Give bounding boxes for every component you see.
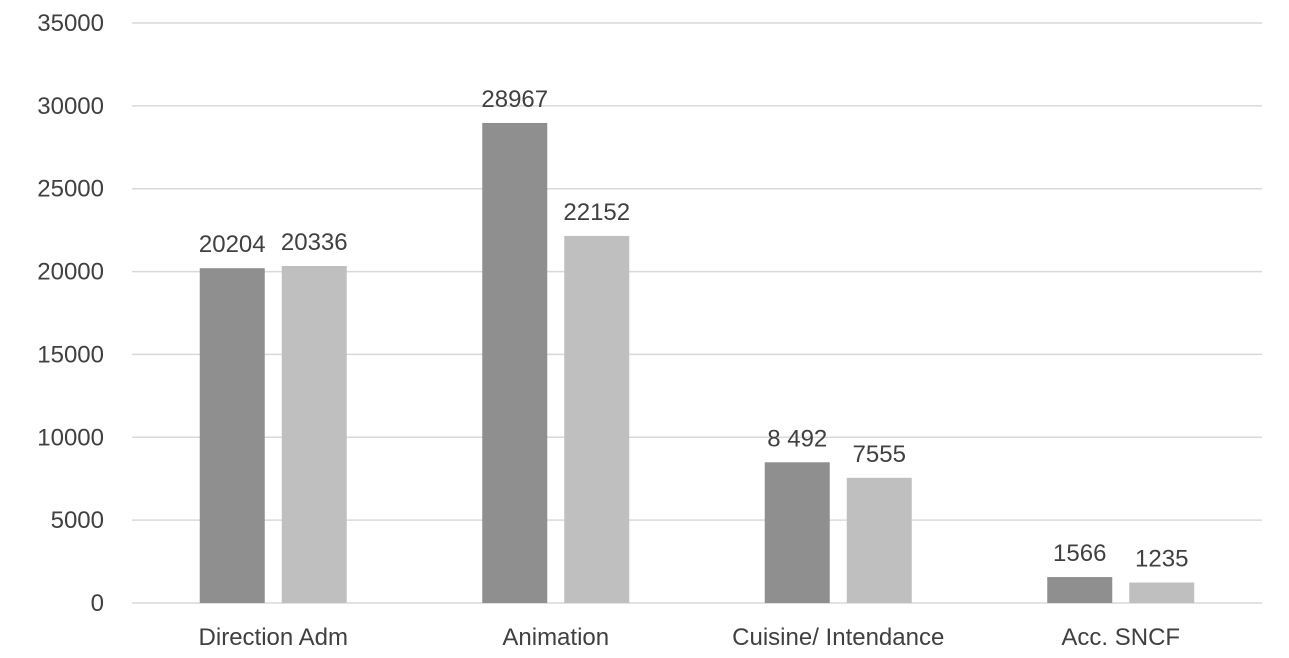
y-tick-label: 30000	[37, 93, 104, 120]
bar	[1129, 582, 1195, 603]
bar	[764, 462, 830, 603]
x-category-label: Animation	[502, 624, 609, 651]
data-labels: 20204 20336 28967 22152 8 492 7555 1566 1235	[199, 86, 1189, 573]
bar	[564, 235, 630, 603]
y-tick-label: 0	[91, 590, 104, 617]
x-category-label: Cuisine/ Intendance	[732, 624, 944, 651]
data-label: 1235	[1135, 546, 1188, 573]
y-tick-label: 10000	[37, 424, 104, 451]
data-label: 28967	[481, 86, 548, 113]
x-category-label: Acc. SNCF	[1061, 624, 1180, 651]
bar	[281, 266, 347, 603]
data-label: 20204	[199, 231, 266, 258]
y-tick-label: 5000	[51, 507, 104, 534]
x-axis: Direction Adm Animation Cuisine/ Intendanc…	[199, 624, 1181, 651]
bar	[199, 268, 265, 603]
data-label: 7555	[853, 441, 906, 468]
bar	[1047, 577, 1113, 603]
y-tick-label: 20000	[37, 259, 104, 286]
data-label: 8 492	[767, 425, 827, 452]
bars	[199, 122, 1195, 603]
bar	[482, 122, 548, 603]
data-label: 1566	[1053, 540, 1106, 567]
y-tick-label: 35000	[37, 10, 104, 37]
data-label: 20336	[281, 229, 348, 256]
y-tick-label: 15000	[37, 341, 104, 368]
y-axis: 0 5000 10000 15000 20000 25000 30000 35000	[37, 10, 104, 617]
data-label: 22152	[563, 199, 630, 226]
bar	[846, 477, 912, 603]
x-category-label: Direction Adm	[199, 624, 348, 651]
y-tick-label: 25000	[37, 176, 104, 203]
